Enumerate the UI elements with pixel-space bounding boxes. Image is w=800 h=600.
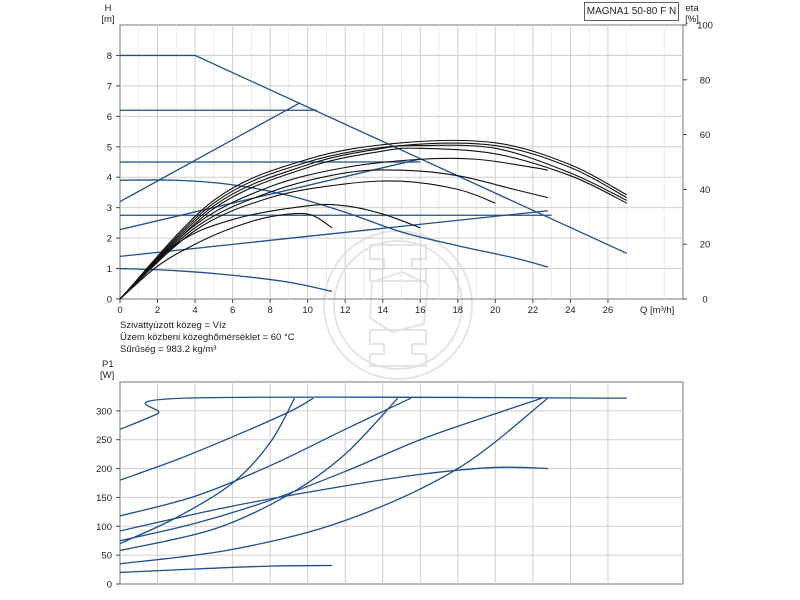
power-curve <box>119 397 296 545</box>
power-curve <box>119 397 543 542</box>
power-curve <box>119 466 548 532</box>
power-curve <box>119 397 412 517</box>
x-tick-label: 24 <box>565 305 576 316</box>
efficiency-curve <box>119 157 548 300</box>
power-curve <box>119 396 627 430</box>
power-y-tick-label: 100 <box>96 522 112 533</box>
y2-tick-label: 60 <box>700 130 711 141</box>
x-tick-label: 10 <box>302 305 313 316</box>
x-tick-label: 12 <box>340 305 351 316</box>
efficiency-axis-unit: [%] <box>685 14 699 25</box>
head-curve <box>119 102 301 203</box>
head-chart-grid: 0 2 4 6 8 10 12 14 16 18 20 22 24 2601234567802040608… <box>107 21 713 317</box>
x-tick-label: 4 <box>192 305 197 316</box>
head-curve <box>119 179 549 268</box>
efficiency-curve <box>119 142 627 300</box>
x-tick-label: 6 <box>230 305 235 316</box>
medium-temperature: Üzem közbeni közeghőmérséklet = 60 °C <box>120 332 295 343</box>
y2-tick-label: 0 <box>702 295 707 306</box>
x-tick-label: 8 <box>267 305 272 316</box>
y-tick-label: 3 <box>107 203 112 214</box>
efficiency-curve <box>119 212 333 300</box>
x-tick-label: 18 <box>453 305 464 316</box>
y2-tick-label: 80 <box>700 75 711 86</box>
power-curve <box>119 397 549 565</box>
medium-fluid: Szivattyúzott közeg = Víz <box>120 320 227 331</box>
y-tick-label: 7 <box>107 81 112 92</box>
flow-axis-title: Q [m³/h] <box>640 305 674 316</box>
power-axis-title: P1 <box>102 359 114 370</box>
power-y-tick-label: 200 <box>96 464 112 475</box>
y2-tick-label: 20 <box>700 240 711 251</box>
efficiency-curve <box>119 180 496 300</box>
power-chart-grid: 0 50 100 150 200 250 300 <box>96 381 684 591</box>
power-curve <box>119 397 399 552</box>
efficiency-axis-title: eta <box>685 3 699 14</box>
power-curve <box>119 564 333 574</box>
y2-tick-label: 100 <box>697 21 713 32</box>
y-tick-label: 1 <box>107 264 112 275</box>
x-tick-label: 2 <box>155 305 160 316</box>
head-curve <box>119 210 548 258</box>
power-y-tick-label: 50 <box>101 551 112 562</box>
x-tick-label: 14 <box>377 305 388 316</box>
y-tick-label: 5 <box>107 142 112 153</box>
power-axis-unit: [W] <box>100 370 114 381</box>
y-tick-label: 0 <box>107 295 112 306</box>
efficiency-curve <box>119 203 421 300</box>
power-y-tick-label: 300 <box>96 406 112 417</box>
y-tick-label: 2 <box>107 234 112 245</box>
medium-density: Sűrűség = 983.2 kg/m³ <box>120 344 217 355</box>
power-y-tick-label: 150 <box>96 493 112 504</box>
x-tick-label: 22 <box>528 305 539 316</box>
power-y-tick-label: 250 <box>96 435 112 446</box>
power-y-tick-label: 0 <box>107 580 112 591</box>
power-chart-frame <box>119 381 684 585</box>
axis-labels: H [m] eta [%] Q [m³/h] P1 [W] <box>100 3 699 381</box>
power-curve <box>119 397 314 481</box>
efficiency-curve <box>119 139 627 300</box>
efficiency-curve <box>119 147 627 300</box>
y-tick-label: 8 <box>107 51 112 62</box>
x-tick-label: 26 <box>603 305 614 316</box>
power-curves <box>119 396 627 574</box>
x-tick-label: 0 <box>117 305 122 316</box>
head-curve <box>119 267 333 293</box>
pump-model-label: MAGNA1 50-80 F N <box>584 2 679 21</box>
x-tick-label: 16 <box>415 305 426 316</box>
y-tick-label: 6 <box>107 112 112 123</box>
y2-tick-label: 40 <box>700 185 711 196</box>
head-axis-title: H <box>105 3 112 14</box>
head-axis-unit: [m] <box>101 14 114 25</box>
efficiency-curve <box>119 169 549 300</box>
medium-info: Szivattyúzott közeg = Víz Üzem közbeni k… <box>120 320 295 356</box>
x-tick-label: 20 <box>490 305 501 316</box>
head-efficiency-curves <box>119 54 627 300</box>
y-tick-label: 4 <box>107 173 112 184</box>
head-curve <box>120 54 627 254</box>
